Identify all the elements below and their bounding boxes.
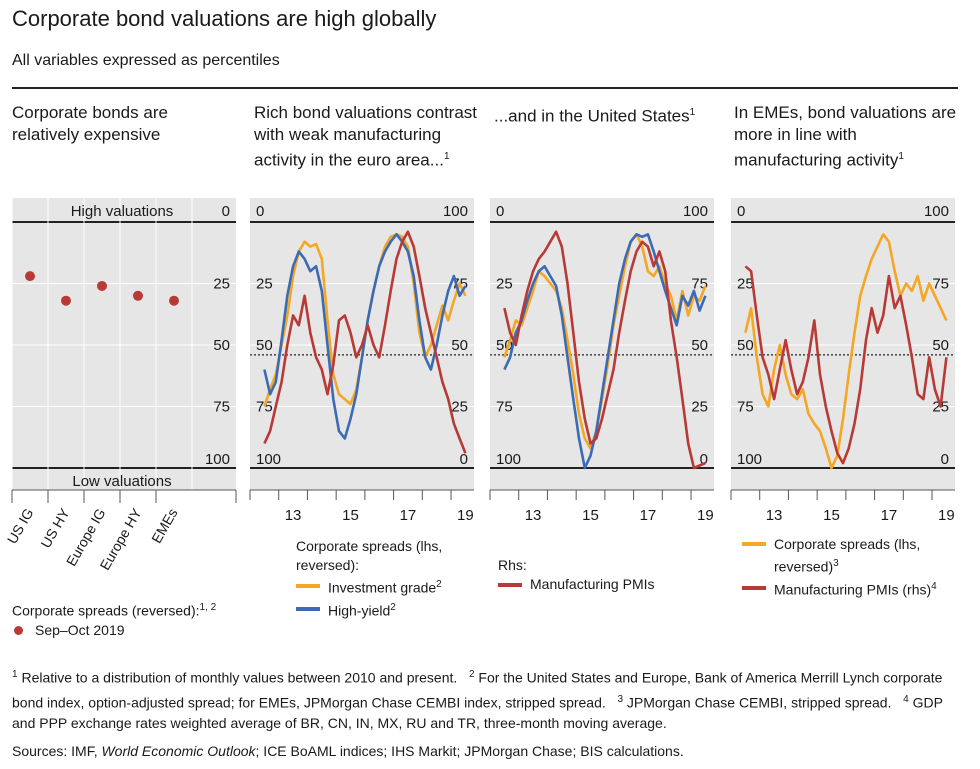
orange-line-swatch — [296, 584, 320, 589]
legend-investment-grade: Investment grade2 — [328, 579, 442, 596]
panel1-legend-item: Sep–Oct 2019 — [35, 621, 125, 638]
panel4-rhs-tick: 75 — [932, 276, 949, 293]
panel2-x-tick-label: 19 — [457, 507, 474, 524]
panel1-y-tick: 100 — [205, 451, 230, 468]
panel3-rhs-tick: 0 — [700, 451, 708, 468]
panel3-x-tick-label: 15 — [582, 507, 599, 524]
panel2-lhs-tick: 25 — [256, 276, 273, 293]
panel2-lhs-tick: 100 — [256, 451, 281, 468]
panel4-lhs-tick: 100 — [737, 451, 762, 468]
charts-canvas: High valuations Low valuations 0 25 50 75 100 U… — [4, 198, 955, 573]
panel2-rhs-tick: 100 — [443, 203, 468, 220]
red-line-swatch — [742, 585, 766, 590]
panel2-rhs-tick: 0 — [460, 451, 468, 468]
red-dot-marker — [14, 625, 23, 635]
panel3-lhs-tick: 25 — [496, 276, 513, 293]
panel2-lhs-tick: 75 — [256, 399, 273, 416]
panel4-x-tick-label: 15 — [823, 507, 840, 524]
panel2-lhs-tick: 0 — [256, 203, 264, 220]
data-point — [169, 295, 179, 306]
panel2-legend: Corporate spreads (lhs, reversed): Inves… — [296, 537, 476, 620]
sources: Sources: IMF, World Economic Outlook; IC… — [12, 743, 684, 759]
chart-title: Corporate bond valuations are high globa… — [12, 6, 437, 31]
panel4-lhs-tick: 50 — [737, 337, 754, 354]
panel3-x-tick-label: 17 — [640, 507, 657, 524]
panel2-x-tick-label: 17 — [400, 507, 417, 524]
panel2-lhs-tick: 50 — [256, 337, 273, 354]
panel3-legend-header: Rhs: — [498, 557, 527, 573]
panel4-title: In EMEs, bond valuations are more in lin… — [734, 103, 957, 170]
panel3-lhs-tick: 75 — [496, 399, 513, 416]
panel4-series-corporate-spreads-line — [744, 233, 948, 470]
panel2-rhs-tick: 50 — [451, 337, 468, 354]
data-point — [25, 271, 35, 282]
panel3-x-tick-label: 13 — [525, 507, 542, 524]
panel1-title: Corporate bonds are relatively expensive — [12, 103, 168, 144]
panel1-x-tick-label: US IG — [4, 506, 37, 547]
panel3-x-tick-label: 19 — [697, 507, 714, 524]
panel3-rhs-tick: 50 — [691, 337, 708, 354]
panel4-lhs-tick: 25 — [737, 276, 754, 293]
footnotes: 1 Relative to a distribution of monthly … — [12, 669, 943, 732]
panel4-series-manufacturing-pmis-line — [744, 265, 948, 465]
panel1-top-label: High valuations — [71, 203, 174, 220]
panel4-legend: Corporate spreads (lhs, reversed)3 Manuf… — [742, 535, 967, 599]
panel4-x-tick-label: 17 — [881, 507, 898, 524]
data-point — [61, 295, 71, 306]
panel1-y-tick: 25 — [213, 276, 230, 293]
panel2-rhs-tick: 25 — [451, 399, 468, 416]
panel1-x-tick-label: US HY — [37, 505, 73, 551]
data-point — [133, 290, 143, 301]
blue-line-swatch — [296, 606, 320, 611]
title-rule — [12, 87, 958, 89]
panel2-x-tick-label: 15 — [342, 507, 359, 524]
panel3-rhs-tick: 25 — [691, 399, 708, 416]
panel2-title: Rich bond valuations contrast with weak … — [254, 103, 478, 170]
panel4-rhs-tick: 50 — [932, 337, 949, 354]
legend-manufacturing-pmis: Manufacturing PMIs — [530, 576, 655, 592]
panel1-background — [12, 198, 236, 490]
panel3-background — [490, 198, 714, 490]
panel3-lhs-tick: 100 — [496, 451, 521, 468]
panel4-lhs-tick: 0 — [737, 203, 745, 220]
panel1-legend: Corporate spreads (reversed):1, 2 Sep–Oc… — [12, 602, 217, 638]
panel3-series-manufacturing-pmis-line — [503, 230, 706, 470]
legend-corporate-spreads: Corporate spreads (lhs, reversed)3 — [774, 536, 921, 575]
panel4-x-tick-label: 13 — [766, 507, 783, 524]
panel2-series-manufacturing-pmis-line — [263, 230, 467, 454]
panel1-y-tick: 50 — [213, 337, 230, 354]
legend-manufacturing-pmis-rhs: Manufacturing PMIs (rhs)4 — [774, 580, 937, 598]
panel2-x-tick-label: 13 — [285, 507, 302, 524]
chart-subtitle: All variables expressed as percentiles — [12, 52, 280, 69]
panel4-background — [731, 198, 955, 490]
panel4-lhs-tick: 75 — [737, 399, 754, 416]
panel2-legend-header: Corporate spreads (lhs, reversed): — [296, 538, 443, 573]
panel3-legend: Rhs: Manufacturing PMIs — [498, 556, 655, 594]
panel3-title: ...and in the United States1 — [494, 106, 696, 126]
data-point — [97, 280, 107, 291]
panel3-lhs-tick: 0 — [496, 203, 504, 220]
panel1-y-tick: 0 — [222, 203, 230, 220]
orange-line-swatch — [742, 542, 766, 546]
panel1-bottom-label: Low valuations — [72, 473, 171, 490]
panel1-legend-title: Corporate spreads (reversed): — [12, 602, 200, 619]
panel4-rhs-tick: 0 — [941, 451, 949, 468]
panel1-x-tick-label: EMEs — [148, 506, 181, 546]
panel4-x-tick-label: 19 — [938, 507, 955, 524]
legend-high-yield: High-yield2 — [328, 601, 396, 619]
panel3-series-high-yield-line — [503, 233, 707, 470]
panel3-rhs-tick: 100 — [683, 203, 708, 220]
red-line-swatch — [498, 582, 522, 587]
panel4-rhs-tick: 100 — [924, 203, 949, 220]
panel1-y-tick: 75 — [213, 399, 230, 416]
